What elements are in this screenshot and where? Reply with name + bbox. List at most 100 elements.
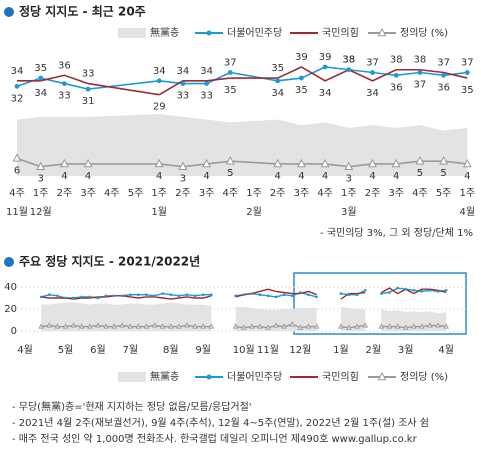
line: [159, 160, 231, 168]
line: [158, 77, 231, 96]
marker: [290, 294, 294, 298]
data-label: 4: [61, 171, 67, 182]
area: [340, 306, 366, 331]
marker: [209, 293, 213, 297]
title-bullet: [4, 7, 14, 17]
marker: [363, 288, 367, 292]
data-label: 5: [417, 168, 423, 179]
marker: [444, 288, 448, 292]
x-tick-label: 2주: [270, 188, 286, 199]
marker: [46, 322, 53, 328]
marker: [201, 293, 205, 297]
marker: [404, 287, 408, 291]
line-gap: [87, 82, 160, 96]
marker: [153, 294, 156, 298]
marker: [305, 323, 312, 329]
marker: [386, 323, 393, 329]
marker: [273, 322, 279, 328]
data-label: 3: [346, 174, 352, 185]
data-label: 4: [156, 171, 162, 182]
marker: [296, 158, 306, 168]
data-label: 4: [369, 171, 375, 182]
marker: [103, 323, 109, 329]
x-tick-label: 4주: [223, 188, 239, 199]
marker: [180, 81, 186, 86]
x-tick-label: 2주: [365, 188, 381, 199]
marker: [143, 323, 150, 329]
marker: [161, 292, 165, 295]
data-label: 36: [58, 60, 71, 71]
line: [340, 291, 366, 300]
marker: [313, 323, 320, 329]
marker: [443, 323, 450, 329]
line: [41, 295, 212, 300]
marker: [151, 322, 158, 328]
data-label: 37: [366, 58, 379, 69]
marker: [338, 323, 344, 329]
data-label: 38: [390, 55, 403, 66]
data-label: 33: [177, 91, 190, 102]
marker: [193, 294, 197, 298]
marker: [88, 295, 92, 299]
data-label: 37: [461, 58, 474, 69]
data-label: 34: [34, 88, 47, 99]
data-label: 38: [342, 55, 355, 66]
x-tick-label: 4주: [104, 188, 120, 199]
marker: [192, 323, 198, 329]
marker: [391, 158, 401, 168]
y-tick-label: 0: [11, 326, 17, 337]
x-group-label: 2월: [246, 206, 262, 218]
marker: [273, 158, 283, 168]
marker: [38, 75, 44, 81]
legend-label: 국민의힘: [322, 27, 359, 39]
data-label: 39: [319, 52, 332, 63]
marker: [393, 72, 399, 78]
data-label: 5: [227, 168, 233, 179]
legend-label: 더불어민주당: [227, 27, 282, 39]
data-label: 39: [295, 52, 308, 63]
x-group-label: 1월: [151, 206, 167, 218]
area: [17, 116, 89, 176]
x-tick-label: 4주: [412, 188, 428, 199]
marker: [145, 293, 148, 297]
marker: [248, 323, 255, 329]
marker: [111, 323, 117, 329]
area: [41, 302, 212, 331]
x-tick-label: 6월: [90, 344, 106, 356]
x-tick-label: 3주: [80, 188, 96, 199]
data-label: 3: [180, 174, 186, 185]
data-label: 4: [85, 171, 91, 182]
area-gap: [230, 119, 278, 176]
footnote: - 무당(無黨)층='현재 지지하는 정당 없음/모름/응답거절': [12, 400, 252, 413]
data-label: 33: [200, 91, 213, 102]
x-tick-label: 1월: [333, 344, 349, 356]
marker: [464, 70, 470, 75]
area-gap: [88, 114, 160, 176]
marker: [299, 75, 304, 81]
x-tick-label: 3주: [199, 188, 215, 199]
marker: [128, 293, 132, 297]
x-tick-label: 4월: [438, 344, 454, 356]
marker: [266, 294, 270, 298]
marker: [95, 322, 101, 328]
legend-label: 無黨층: [150, 26, 179, 39]
marker: [200, 323, 207, 329]
marker: [232, 323, 239, 329]
marker: [274, 295, 278, 299]
footnote: - 2021년 4월 2주(재보궐선거), 9월 4주(추석), 12월 4~5…: [12, 416, 429, 429]
marker: [347, 293, 351, 297]
legend-label: 정의당 (%): [400, 27, 448, 39]
area: [277, 119, 468, 176]
marker: [177, 294, 181, 298]
marker: [242, 293, 246, 297]
marker: [441, 72, 446, 78]
marker: [339, 292, 343, 295]
data-label: 36: [437, 82, 450, 93]
marker: [282, 293, 286, 297]
marker: [85, 86, 91, 92]
data-label: 38: [342, 55, 355, 66]
data-label: 34: [319, 88, 332, 99]
marker: [275, 78, 281, 84]
line: [41, 324, 212, 328]
